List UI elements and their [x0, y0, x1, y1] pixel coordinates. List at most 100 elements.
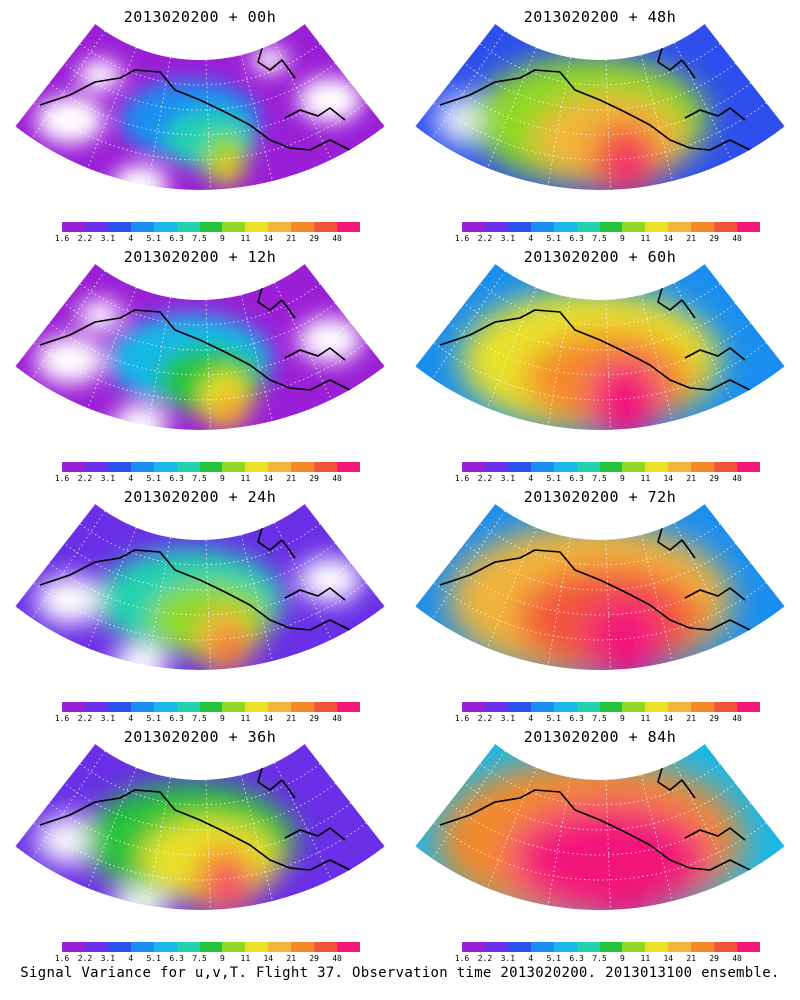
- colorbar-swatch: [737, 462, 760, 472]
- colorbar-swatch: [622, 462, 646, 472]
- colorbar-label: 3.1: [100, 714, 116, 723]
- colorbar-swatch: [622, 942, 646, 952]
- colorbar-label: 29: [309, 474, 319, 483]
- colorbar-label: 14: [263, 474, 274, 483]
- colorbar-swatch: [462, 462, 485, 472]
- forecast-panel: 2013020200 + 24h 1.6 2.2 3.1 4 5.1 6.3 7.5 9 11 14…: [0, 480, 400, 723]
- colorbar-swatch: [530, 702, 554, 712]
- figure-caption: Signal Variance for u,v,T. Flight 37. Ob…: [20, 965, 780, 981]
- colorbar: [62, 462, 360, 472]
- colorbar-swatch: [62, 222, 85, 232]
- colorbar-labels: 1.6 2.2 3.1 4 5.1 6.3 7.5 9 11 14 21 29 40: [455, 234, 760, 244]
- colorbar-swatch: [176, 702, 200, 712]
- colorbar-swatch: [153, 462, 177, 472]
- colorbar-swatch: [507, 702, 531, 712]
- colorbar-label: 1.6: [454, 474, 470, 483]
- colorbar-swatch: [268, 702, 292, 712]
- colorbar-label: 6.3: [169, 954, 184, 963]
- colorbar-label: 2.2: [77, 954, 93, 963]
- colorbar-swatch: [337, 942, 360, 952]
- colorbar-swatch: [314, 462, 338, 472]
- colorbar-label: 3.1: [100, 234, 116, 243]
- colorbar-labels: 1.6 2.2 3.1 4 5.1 6.3 7.5 9 11 14 21 29 40: [455, 714, 760, 724]
- colorbar-swatch: [62, 462, 85, 472]
- colorbar-swatch: [576, 942, 600, 952]
- colorbar-label: 2.2: [77, 474, 93, 483]
- colorbar-label: 3.1: [500, 234, 516, 243]
- colorbar-label: 6.3: [569, 714, 584, 723]
- variance-map: [415, 743, 785, 911]
- colorbar-swatch: [268, 942, 292, 952]
- colorbar-swatch: [291, 462, 315, 472]
- panel-title: 2013020200 + 84h: [523, 728, 677, 746]
- colorbar-swatch: [599, 462, 623, 472]
- colorbar-swatch: [714, 462, 738, 472]
- colorbar-label: 21: [286, 954, 297, 963]
- colorbar-swatch: [268, 222, 292, 232]
- colorbar-label: 7.5: [592, 234, 607, 243]
- colorbar-label: 40: [332, 714, 342, 723]
- colorbar-label: 40: [332, 234, 342, 243]
- colorbar-swatch: [222, 462, 246, 472]
- colorbar-label: 14: [263, 714, 274, 723]
- colorbar-swatch: [176, 942, 200, 952]
- colorbar-swatch: [337, 462, 360, 472]
- colorbar-label: 7.5: [192, 474, 207, 483]
- forecast-panel: 2013020200 + 48h 1.6 2.2 3.1 4 5.1 6.3 7.5 9 11 14…: [400, 0, 800, 243]
- variance-map: [415, 263, 785, 431]
- colorbar-label: 11: [640, 714, 651, 723]
- colorbar-swatch: [714, 702, 738, 712]
- variance-map: [15, 503, 385, 671]
- panel-title: 2013020200 + 60h: [523, 248, 677, 266]
- colorbar-swatch: [714, 222, 738, 232]
- colorbar-label: 7.5: [592, 714, 607, 723]
- colorbar-label: 7.5: [192, 234, 207, 243]
- colorbar-label: 14: [263, 234, 274, 243]
- colorbar-swatch: [199, 222, 223, 232]
- colorbar-label: 14: [663, 234, 674, 243]
- colorbar-label: 5.1: [146, 954, 161, 963]
- colorbar-swatch: [176, 462, 200, 472]
- colorbar-swatch: [462, 222, 485, 232]
- colorbar: [62, 942, 360, 952]
- colorbar-swatch: [645, 462, 669, 472]
- colorbar-swatch: [668, 222, 692, 232]
- colorbar-swatch: [668, 702, 692, 712]
- colorbar-label: 9: [220, 234, 225, 243]
- colorbar-label: 5.1: [146, 474, 161, 483]
- colorbar-swatch: [691, 222, 715, 232]
- colorbar: [462, 462, 760, 472]
- colorbar-swatch: [153, 702, 177, 712]
- colorbar-swatch: [462, 942, 485, 952]
- colorbar-swatch: [199, 942, 223, 952]
- colorbar-label: 40: [732, 954, 742, 963]
- colorbar-label: 29: [309, 234, 319, 243]
- colorbar-label: 29: [709, 234, 719, 243]
- colorbar-labels: 1.6 2.2 3.1 4 5.1 6.3 7.5 9 11 14 21 29 40: [55, 234, 360, 244]
- colorbar-label: 3.1: [100, 954, 116, 963]
- forecast-panel: 2013020200 + 36h 1.6 2.2 3.1 4 5.1 6.3 7.5 9 11 14…: [0, 720, 400, 963]
- colorbar-label: 40: [332, 474, 342, 483]
- colorbar-label: 5.1: [546, 714, 561, 723]
- colorbar-label: 1.6: [54, 954, 70, 963]
- colorbar-swatch: [222, 702, 246, 712]
- colorbar-swatch: [245, 942, 269, 952]
- colorbar-labels: 1.6 2.2 3.1 4 5.1 6.3 7.5 9 11 14 21 29 40: [455, 954, 760, 964]
- colorbar-swatch: [130, 702, 154, 712]
- colorbar-label: 6.3: [169, 474, 184, 483]
- colorbar-label: 3.1: [100, 474, 116, 483]
- colorbar-label: 5.1: [546, 954, 561, 963]
- colorbar-label: 21: [286, 714, 297, 723]
- variance-map: [15, 23, 385, 191]
- colorbar-label: 4: [528, 234, 534, 243]
- colorbar-label: 7.5: [192, 954, 207, 963]
- colorbar-swatch: [622, 702, 646, 712]
- colorbar-swatch: [668, 942, 692, 952]
- colorbar-label: 6.3: [569, 234, 584, 243]
- colorbar-label: 5.1: [546, 234, 561, 243]
- colorbar-label: 9: [220, 714, 225, 723]
- colorbar-swatch: [130, 462, 154, 472]
- colorbar-label: 29: [709, 714, 719, 723]
- colorbar-swatch: [714, 942, 738, 952]
- forecast-panel: 2013020200 + 12h 1.6 2.2 3.1 4 5.1 6.3 7.5 9 11 14…: [0, 240, 400, 483]
